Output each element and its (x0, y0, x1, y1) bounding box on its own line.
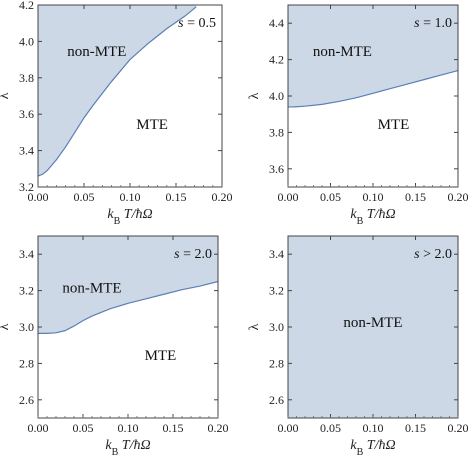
y-axis-label: λ (0, 92, 12, 99)
x-tick-label: 0.15 (163, 421, 184, 435)
non-mte-label: non-MTE (313, 44, 372, 60)
y-axis-label: λ (0, 323, 12, 330)
y-tick-label: 2.6 (269, 393, 284, 407)
x-tick-label: 0.20 (212, 190, 233, 204)
boundary-line (38, 280, 219, 334)
y-tick-label: 3.0 (19, 320, 34, 334)
x-tick-label: 0.20 (448, 190, 469, 204)
x-tick-label: 0.15 (405, 421, 426, 435)
x-tick-label: 0.05 (320, 421, 341, 435)
parameter-annotation: s = 2.0 (174, 247, 212, 262)
x-tick-label: 0.00 (28, 190, 49, 204)
x-tick-label: 0.10 (363, 421, 384, 435)
mte-label: MTE (145, 348, 177, 364)
y-tick-label: 2.8 (269, 356, 284, 370)
y-tick-label: 3.8 (19, 71, 34, 85)
boundary-line (288, 69, 459, 108)
y-tick-label: 4.2 (269, 53, 284, 67)
x-tick-label: 0.15 (405, 190, 426, 204)
x-tick-label: 0.10 (118, 421, 139, 435)
y-tick-label: 3.4 (269, 247, 284, 261)
x-axis-label: kB T/ħΩ (350, 207, 395, 227)
parameter-annotation: s > 2.0 (414, 247, 452, 262)
x-tick-label: 0.05 (320, 190, 341, 204)
x-tick-label: 0.05 (74, 190, 95, 204)
y-tick-label: 3.6 (269, 162, 284, 176)
non-mte-region (38, 236, 218, 334)
y-axis-label: λ (247, 92, 262, 99)
non-mte-label: non-MTE (67, 44, 126, 60)
y-tick-label: 3.0 (269, 320, 284, 334)
x-tick-label: 0.00 (28, 421, 49, 435)
non-mte-region (38, 5, 197, 177)
y-tick-label: 3.2 (19, 284, 34, 298)
x-tick-label: 0.00 (278, 190, 299, 204)
x-axis-label: kB T/ħΩ (105, 438, 150, 457)
y-tick-label: 4.2 (19, 0, 34, 12)
y-tick-label: 4.0 (269, 89, 284, 103)
mte-label: MTE (378, 117, 410, 133)
panel-top-left: 0.00 0.05 0.10 0.15 0.20 3.2 3.4 3.6 3.8 4.0 4.2 kB… (0, 0, 233, 227)
y-tick-label: 3.4 (19, 144, 34, 158)
y-tick-label: 4.0 (19, 34, 34, 48)
x-axis-label: kB T/ħΩ (107, 207, 152, 227)
x-tick-label: 0.15 (166, 190, 187, 204)
y-tick-label: 2.8 (19, 356, 34, 370)
y-tick-label: 3.4 (19, 247, 34, 261)
parameter-annotation: s = 0.5 (178, 16, 216, 31)
y-tick-label: 3.2 (269, 284, 284, 298)
x-tick-label: 0.00 (278, 421, 299, 435)
boundary-line (37, 6, 197, 177)
mte-label: MTE (136, 117, 168, 133)
x-tick-label: 0.10 (120, 190, 141, 204)
x-tick-label: 0.20 (208, 421, 229, 435)
panel-bottom-right: 0.00 0.05 0.10 0.15 0.20 2.6 2.8 3.0 3.2 3.4 kB T/… (247, 235, 469, 457)
non-mte-label: non-MTE (62, 280, 121, 296)
x-tick-label: 0.20 (448, 421, 469, 435)
x-axis-label: kB T/ħΩ (350, 438, 395, 457)
panel-bottom-left: 0.00 0.05 0.10 0.15 0.20 2.6 2.8 3.0 3.2 3.4 kB T/… (0, 235, 229, 457)
y-tick-label: 3.8 (269, 125, 284, 139)
x-tick-label: 0.10 (363, 190, 384, 204)
non-mte-label: non-MTE (343, 315, 402, 331)
y-tick-label: 3.2 (19, 180, 34, 194)
panel-top-right: 0.00 0.05 0.10 0.15 0.20 3.6 3.8 4.0 4.2 4.4 kB T/… (247, 4, 469, 227)
y-tick-label: 4.4 (269, 16, 284, 30)
parameter-annotation: s = 1.0 (414, 16, 452, 31)
y-tick-label: 3.6 (19, 107, 34, 121)
y-axis-label: λ (247, 323, 262, 330)
y-tick-label: 2.6 (19, 393, 34, 407)
x-tick-label: 0.05 (73, 421, 94, 435)
